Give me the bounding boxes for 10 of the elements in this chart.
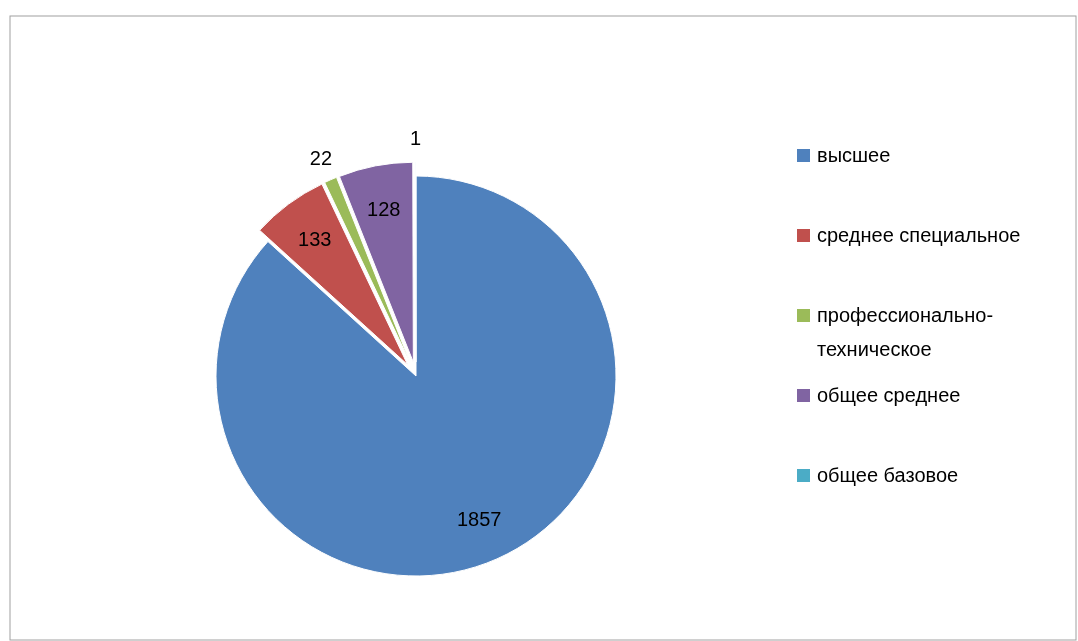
data-label: 133 — [298, 228, 332, 251]
data-label: 1857 — [456, 507, 502, 530]
legend-label: среднее специальное — [817, 224, 1021, 246]
data-label: 128 — [367, 198, 401, 221]
legend-label: общее среднее — [817, 384, 961, 406]
data-label: 1 — [410, 127, 422, 149]
legend-label: общее базовое — [817, 464, 959, 486]
data-label: 22 — [309, 146, 333, 169]
legend-label: профессионально-техническое — [817, 304, 994, 360]
legend-label: высшее — [817, 144, 891, 166]
